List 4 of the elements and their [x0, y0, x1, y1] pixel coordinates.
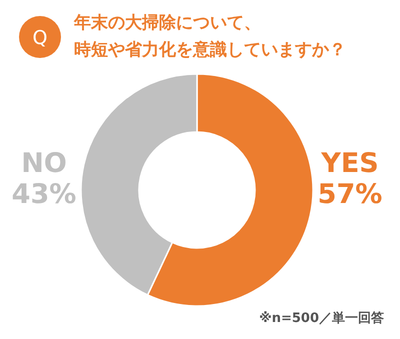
chart-title: 年末の大掃除について、 [73, 13, 261, 33]
text: ※n=500／単一回答 [259, 311, 384, 326]
chart-subtitle: 時短や省力化を意識していますか？ [74, 40, 346, 60]
badge: Q [19, 16, 61, 58]
